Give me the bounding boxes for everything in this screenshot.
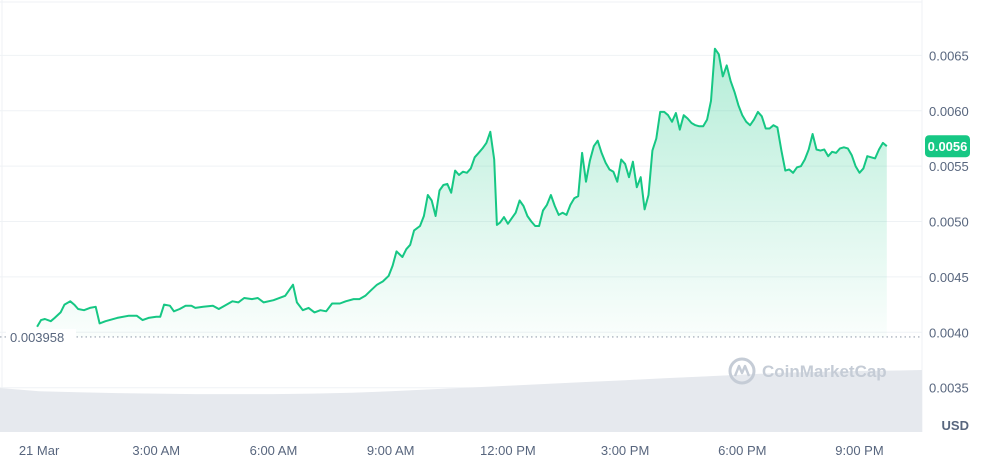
coinmarketcap-logo-icon [728,357,756,385]
price-area [37,48,887,337]
x-tick-label: 3:00 AM [132,443,180,457]
y-tick-label: 0.0035 [929,381,969,396]
reference-price-label: 0.003958 [10,330,64,345]
volume-area [0,370,922,432]
watermark: CoinMarketCap [728,357,887,385]
price-line-path[interactable] [36,47,888,328]
x-axis: 21 Mar 3:00 AM 6:00 AM 9:00 AM 12:00 PM 3:00 … [19,443,884,458]
volume-band [0,370,922,432]
x-tick-label: 9:00 AM [367,443,415,457]
y-tick-label: 0.0060 [929,104,969,119]
x-tick-label: 9:00 PM [835,443,883,457]
reference-label-bg [6,328,76,345]
watermark-text: CoinMarketCap [762,362,887,381]
current-price-badge: 0.0056 [925,135,970,158]
y-tick-label: 0.0045 [929,270,969,285]
x-tick-label: 6:00 PM [718,443,766,457]
y-axis: 0.0035 0.0040 0.0045 0.0050 0.0055 0.0060 0.00… [929,48,969,395]
y-tick-label: 0.0055 [929,159,969,174]
x-tick-label: 21 Mar [19,443,60,457]
current-price-badge-bg [925,135,970,158]
currency-unit-label: USD [942,418,969,433]
y-tick-label: 0.0040 [929,325,969,340]
x-tick-label: 3:00 PM [601,443,649,457]
reference-line: 0.003958 [0,328,922,345]
price-line[interactable] [36,47,888,328]
x-tick-label: 12:00 PM [480,443,536,457]
current-price-label: 0.0056 [928,139,968,154]
x-tick-label: 6:00 AM [250,443,298,457]
y-tick-label: 0.0065 [929,48,969,63]
y-tick-label: 0.0050 [929,215,969,230]
price-area-fill [37,48,887,337]
